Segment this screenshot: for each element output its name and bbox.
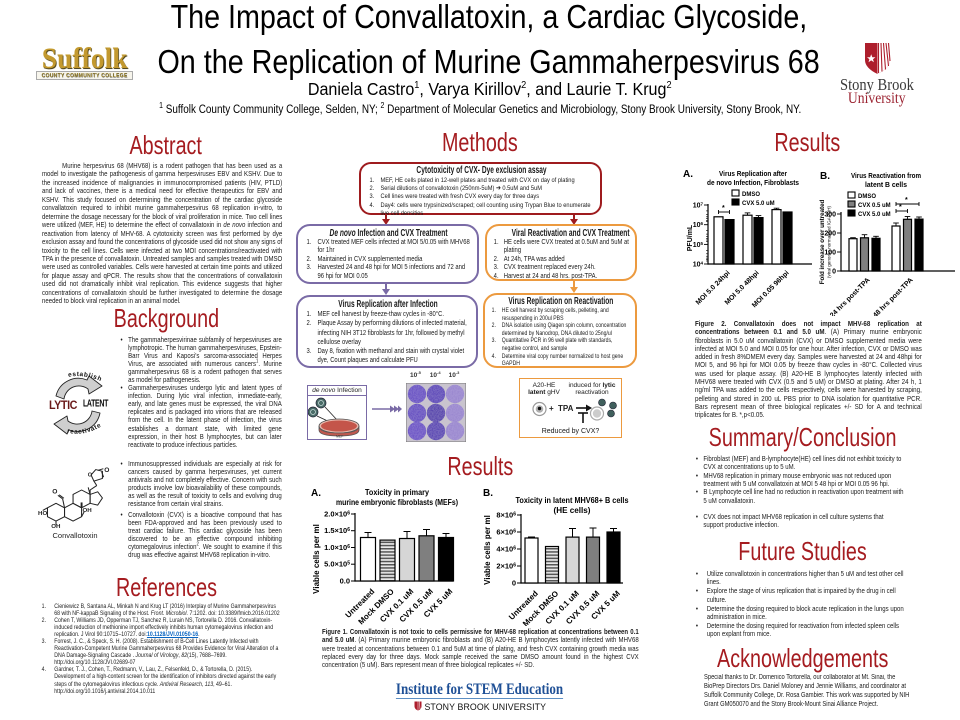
svg-text:100: 100 bbox=[824, 250, 836, 257]
svg-text:DMSO: DMSO bbox=[858, 194, 876, 200]
svg-text:LYTIC: LYTIC bbox=[49, 398, 78, 412]
svg-text:0.0: 0.0 bbox=[340, 577, 350, 586]
svg-text:O: O bbox=[52, 489, 57, 496]
svg-text:OH: OH bbox=[51, 524, 60, 530]
svg-text:4×106: 4×106 bbox=[496, 545, 516, 554]
svg-text:CVX 5.0 uM: CVX 5.0 uM bbox=[858, 212, 891, 218]
svg-text:105: 105 bbox=[693, 241, 704, 249]
svg-text:*: * bbox=[722, 205, 725, 212]
svg-text:B.: B. bbox=[820, 171, 830, 182]
svg-text:0: 0 bbox=[512, 579, 516, 588]
svg-text:O: O bbox=[104, 467, 109, 474]
svg-text:CVX 5.0 uM: CVX 5.0 uM bbox=[742, 201, 775, 207]
svg-text:104: 104 bbox=[693, 261, 704, 269]
svg-text:B.: B. bbox=[483, 488, 493, 499]
svg-text:48 hrs post-TPA: 48 hrs post-TPA bbox=[872, 277, 915, 316]
svg-text:8×106: 8×106 bbox=[496, 511, 516, 520]
svg-text:A.: A. bbox=[683, 169, 693, 180]
svg-text:0: 0 bbox=[832, 269, 836, 276]
svg-text:Fold increase over untreated: Fold increase over untreated bbox=[819, 199, 826, 284]
svg-text:de novo Infection, Fibroblasts: de novo Infection, Fibroblasts bbox=[707, 178, 799, 187]
svg-text:107: 107 bbox=[693, 202, 704, 210]
svg-text:murine embryonic fibroblasts (: murine embryonic fibroblasts (MEFs) bbox=[336, 497, 458, 507]
svg-text:HO: HO bbox=[38, 511, 48, 517]
svg-text:LATENT: LATENT bbox=[83, 399, 108, 410]
svg-text:106: 106 bbox=[693, 221, 704, 229]
svg-text:(viral genome normalized /GAPD: (viral genome normalized /GAPDH) bbox=[827, 206, 832, 278]
svg-text:(HE cells): (HE cells) bbox=[554, 505, 591, 515]
svg-text:Viable cells per ml: Viable cells per ml bbox=[483, 515, 492, 585]
svg-text:1.0×106: 1.0×106 bbox=[324, 543, 350, 552]
svg-text:*: * bbox=[899, 204, 902, 211]
svg-text:CVX 0.5 uM: CVX 0.5 uM bbox=[858, 203, 891, 209]
svg-text:TPA: TPA bbox=[558, 404, 574, 413]
svg-text:MEF: MEF bbox=[336, 435, 343, 439]
svg-text:OH: OH bbox=[83, 508, 92, 514]
svg-text:6×106: 6×106 bbox=[496, 528, 516, 537]
svg-text:5.0×105: 5.0×105 bbox=[324, 560, 350, 569]
svg-text:200: 200 bbox=[824, 231, 836, 238]
svg-text:Toxicity in primary: Toxicity in primary bbox=[365, 487, 429, 497]
svg-text:Viable cells per ml: Viable cells per ml bbox=[312, 524, 321, 594]
svg-text:*: * bbox=[905, 197, 908, 204]
svg-text:PFU/mL: PFU/mL bbox=[687, 224, 694, 251]
svg-text:+: + bbox=[549, 404, 554, 413]
svg-text:Toxicity in latent MHV68+ B ce: Toxicity in latent MHV68+ B cells bbox=[516, 495, 629, 505]
svg-text:Virus Reactivation from: Virus Reactivation from bbox=[851, 171, 921, 180]
svg-text:Virus Replication after: Virus Replication after bbox=[719, 169, 787, 178]
svg-text:latent B cells: latent B cells bbox=[865, 180, 907, 189]
svg-text:O: O bbox=[88, 473, 93, 479]
svg-text:DMSO: DMSO bbox=[742, 192, 760, 198]
svg-text:1.5×106: 1.5×106 bbox=[324, 526, 350, 535]
svg-text:300: 300 bbox=[824, 212, 836, 219]
svg-text:2.0×106: 2.0×106 bbox=[324, 510, 350, 519]
svg-text:24 hrs post-TPA: 24 hrs post-TPA bbox=[829, 277, 872, 316]
svg-text:A.: A. bbox=[311, 488, 321, 499]
svg-text:2×106: 2×106 bbox=[496, 562, 516, 571]
